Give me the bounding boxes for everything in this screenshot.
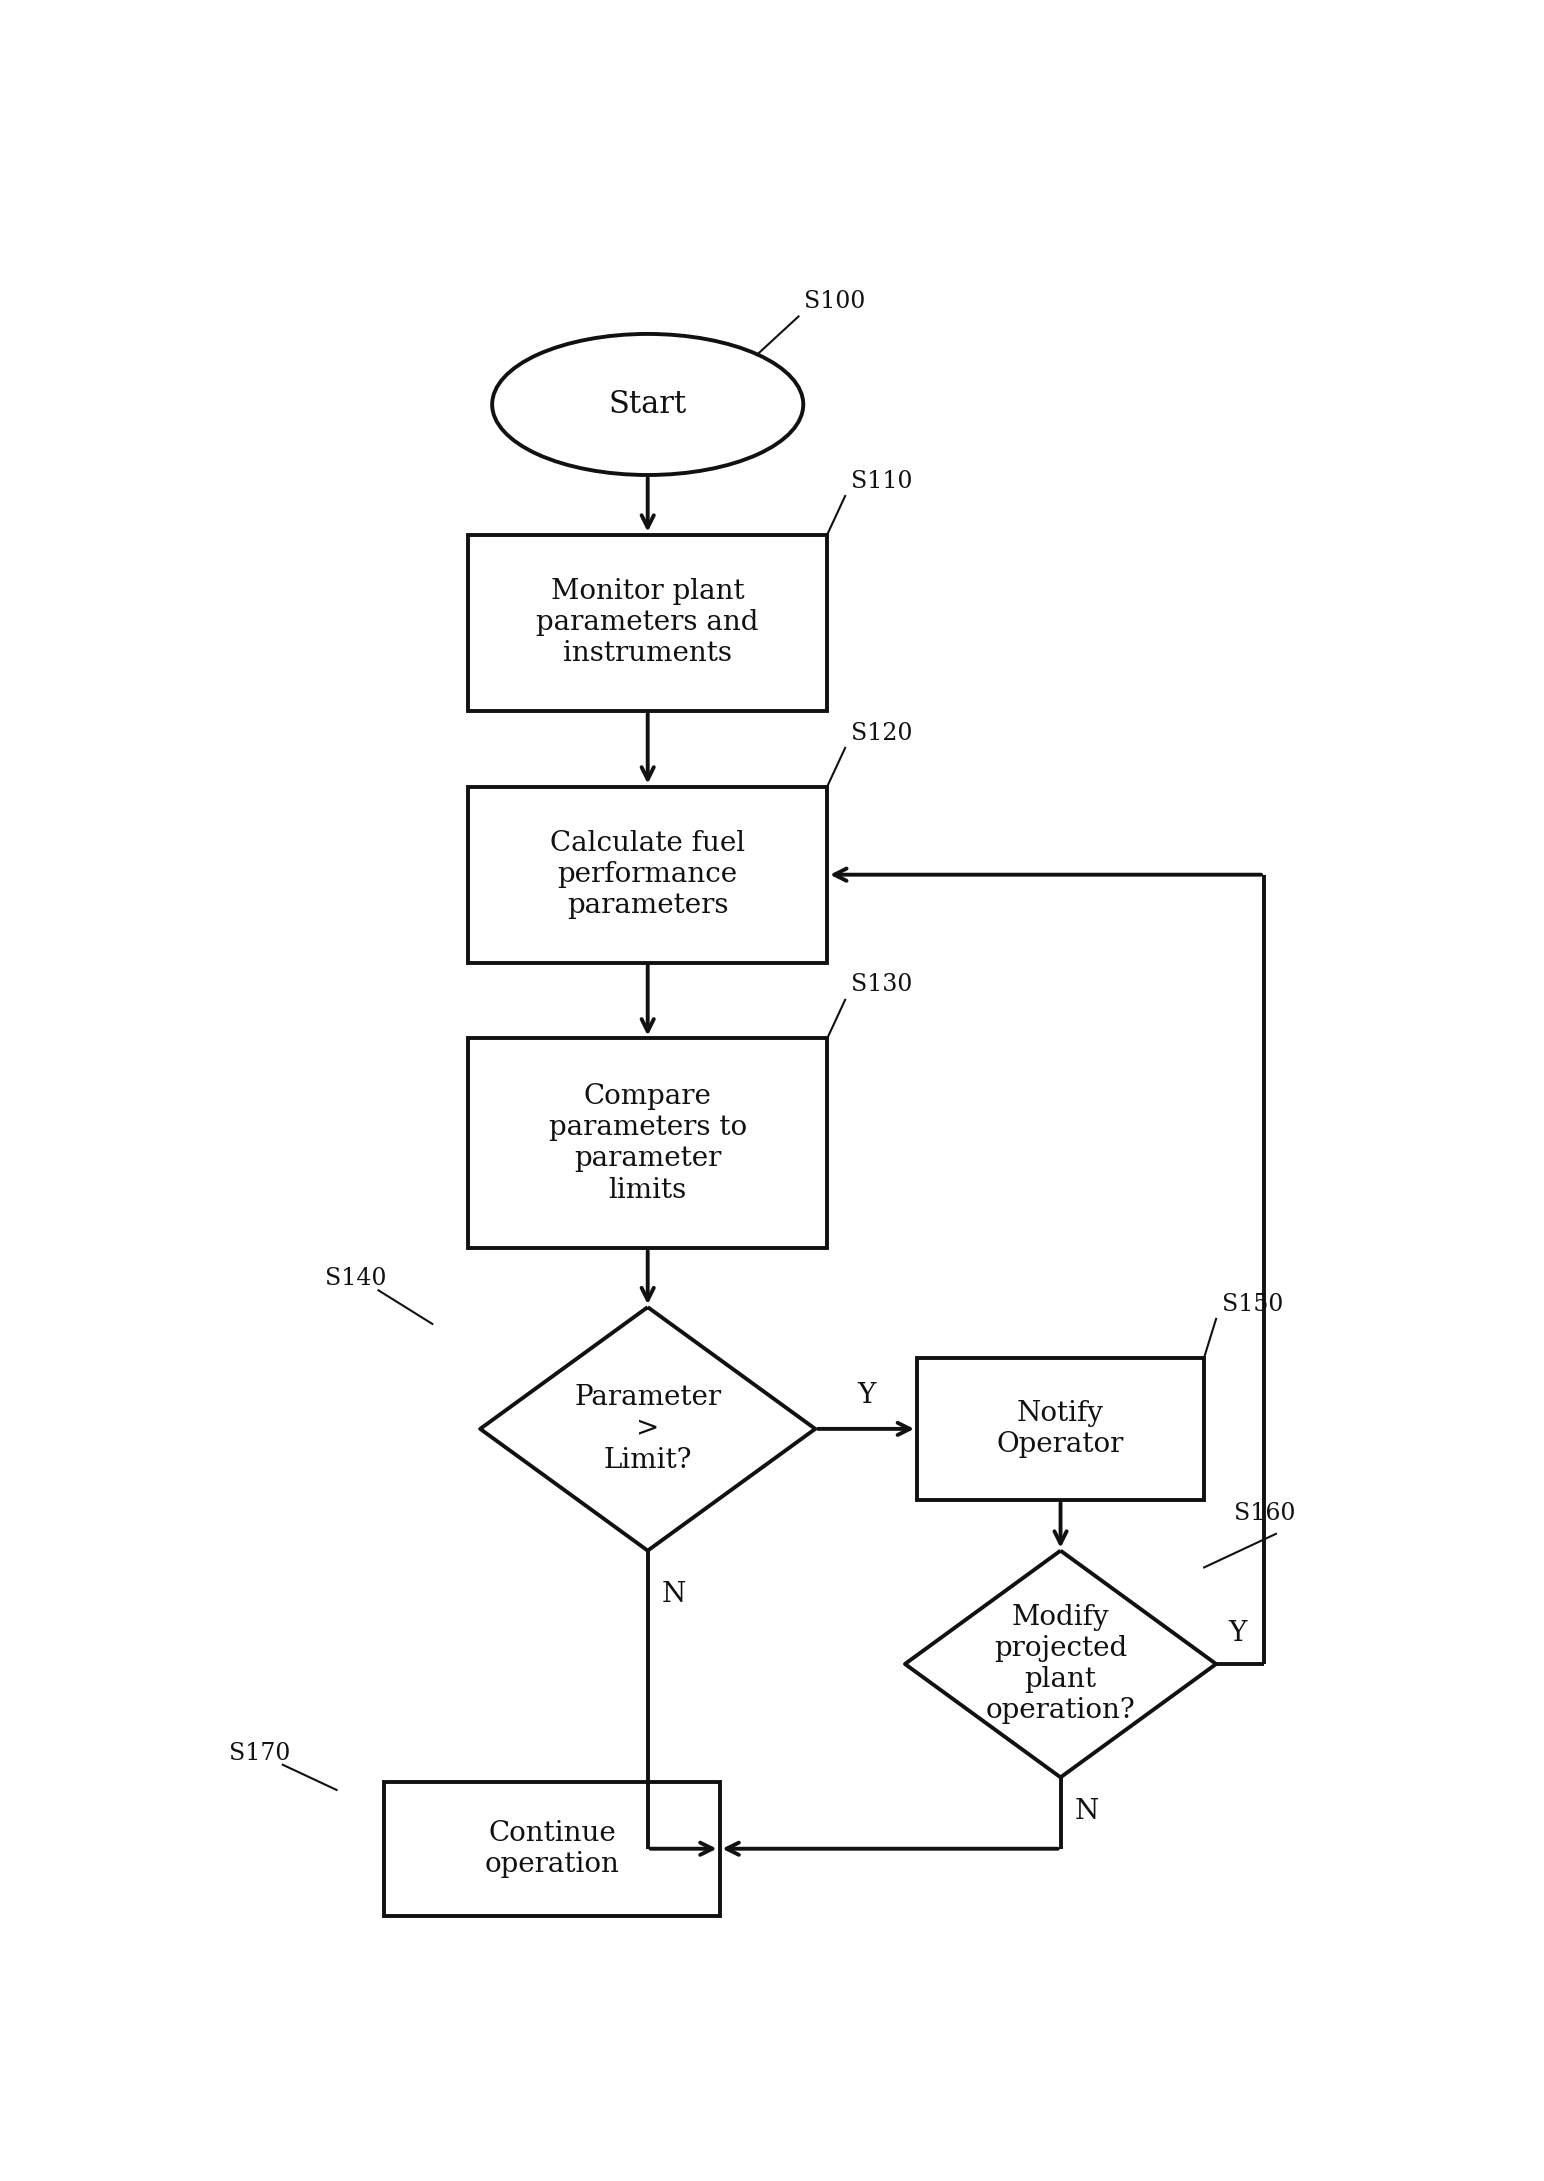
Text: Compare
parameters to
parameter
limits: Compare parameters to parameter limits xyxy=(548,1084,747,1204)
Bar xyxy=(468,787,828,962)
Text: S130: S130 xyxy=(851,973,913,997)
Bar xyxy=(917,1357,1204,1501)
Text: S170: S170 xyxy=(229,1743,290,1764)
Text: S120: S120 xyxy=(851,722,913,744)
Text: N: N xyxy=(662,1581,687,1607)
Text: Continue
operation: Continue operation xyxy=(485,1819,619,1878)
Text: Start: Start xyxy=(608,388,687,421)
Text: S160: S160 xyxy=(1234,1503,1295,1525)
Bar xyxy=(384,1782,720,1915)
Text: Monitor plant
parameters and
instruments: Monitor plant parameters and instruments xyxy=(536,578,760,667)
Text: S140: S140 xyxy=(324,1267,386,1291)
Text: S150: S150 xyxy=(1223,1293,1283,1315)
Text: Calculate fuel
performance
parameters: Calculate fuel performance parameters xyxy=(550,831,746,920)
Bar xyxy=(468,1038,828,1248)
Text: Parameter
>
Limit?: Parameter > Limit? xyxy=(574,1385,721,1474)
Text: S100: S100 xyxy=(804,290,866,314)
Text: Notify
Operator: Notify Operator xyxy=(997,1400,1124,1457)
Bar xyxy=(468,534,828,711)
Text: Y: Y xyxy=(1227,1620,1246,1647)
Text: S110: S110 xyxy=(851,469,913,493)
Text: Modify
projected
plant
operation?: Modify projected plant operation? xyxy=(985,1603,1135,1725)
Text: Y: Y xyxy=(857,1383,875,1409)
Text: N: N xyxy=(1075,1797,1099,1825)
